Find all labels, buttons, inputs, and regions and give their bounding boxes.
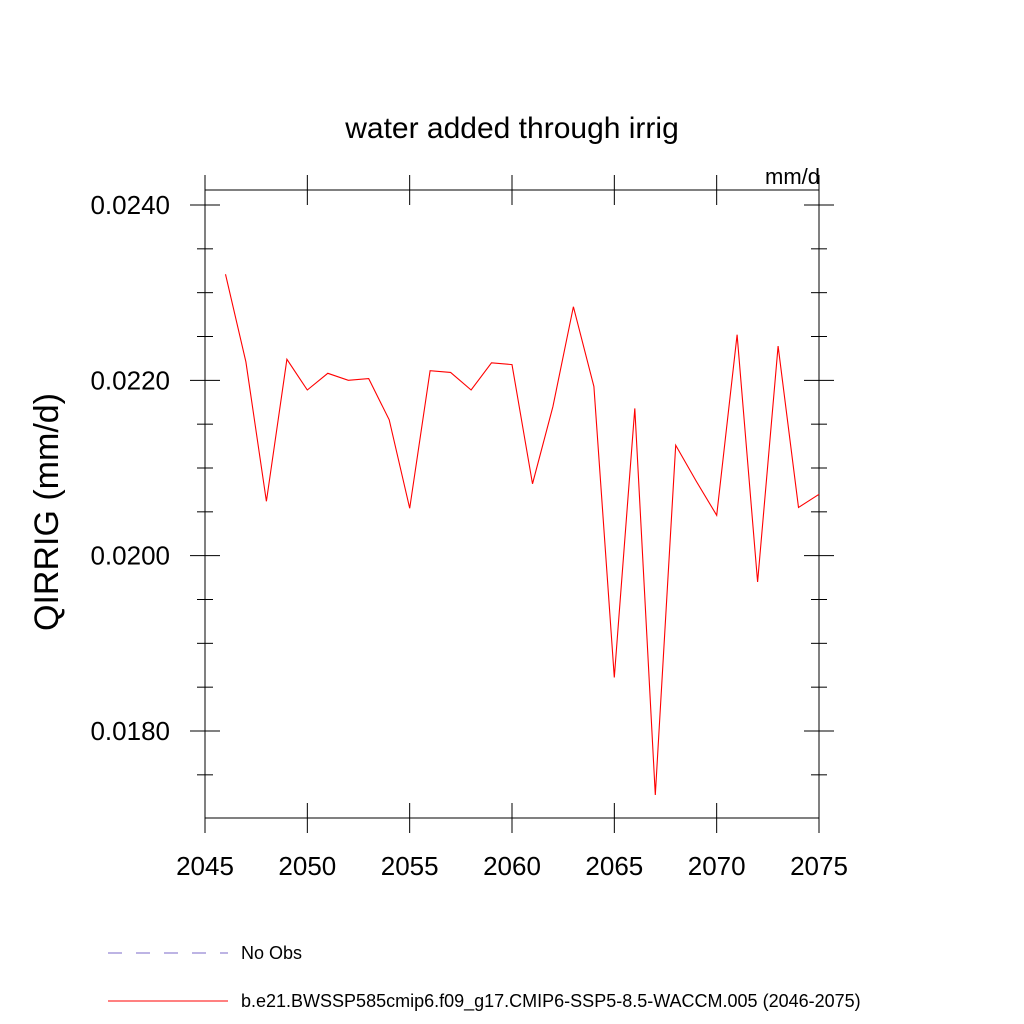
units-label: mm/d: [765, 164, 820, 189]
legend-label: No Obs: [241, 943, 302, 963]
series-group: [224, 274, 820, 796]
x-tick-label: 2045: [176, 851, 234, 881]
chart-title: water added through irrig: [344, 112, 679, 145]
x-tick-label: 2060: [483, 851, 541, 881]
x-tick-label: 2055: [381, 851, 439, 881]
x-tick-labels: 2045 2050 2055 2060 2065 2070 2075: [176, 851, 848, 881]
legend-label: b.e21.BWSSP585cmip6.f09_g17.CMIP6-SSP5-8…: [241, 991, 861, 1012]
legend: No Obs b.e21.BWSSP585cmip6.f09_g17.CMIP6-…: [108, 943, 861, 1012]
plot-frame: [204, 189, 820, 819]
y-tick-labels: 0.0180 0.0200 0.0220 0.0240: [90, 190, 170, 746]
x-tick-label: 2050: [278, 851, 336, 881]
y-tick-label: 0.0240: [90, 190, 170, 220]
y-axis-label: QIRRIG (mm/d): [28, 393, 66, 631]
y-tick-label: 0.0220: [90, 365, 170, 395]
axis-ticks: [190, 175, 834, 833]
x-tick-label: 2075: [790, 851, 848, 881]
x-tick-label: 2070: [688, 851, 746, 881]
y-tick-label: 0.0180: [90, 716, 170, 746]
x-tick-label: 2065: [585, 851, 643, 881]
series-line: [224, 274, 820, 796]
y-tick-label: 0.0200: [90, 541, 170, 571]
